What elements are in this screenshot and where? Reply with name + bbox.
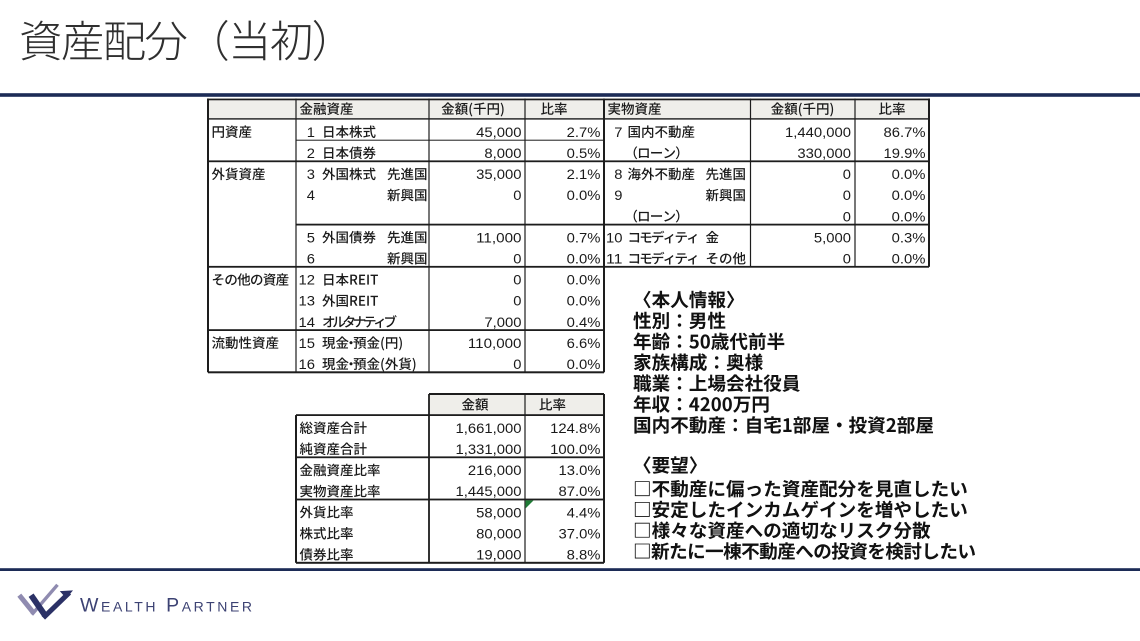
svg-text:2.1%: 2.1%	[567, 166, 601, 182]
svg-text:11: 11	[606, 251, 623, 267]
svg-text:0: 0	[843, 251, 851, 267]
svg-text:0.0%: 0.0%	[567, 251, 601, 267]
svg-text:0.0%: 0.0%	[892, 187, 926, 203]
svg-text:0.7%: 0.7%	[567, 229, 601, 245]
svg-text:2: 2	[307, 145, 315, 161]
svg-text:12: 12	[299, 272, 316, 288]
svg-text:100.0%: 100.0%	[550, 441, 600, 457]
svg-text:0.0%: 0.0%	[567, 272, 601, 288]
svg-text:13: 13	[299, 293, 316, 309]
svg-text:11,000: 11,000	[476, 229, 522, 245]
svg-text:216,000: 216,000	[468, 462, 522, 478]
svg-text:0.3%: 0.3%	[892, 229, 926, 245]
svg-text:5,000: 5,000	[814, 229, 851, 245]
svg-text:8: 8	[614, 166, 622, 182]
svg-text:3: 3	[307, 166, 315, 182]
svg-text:19,000: 19,000	[476, 547, 522, 563]
svg-text:37.0%: 37.0%	[559, 525, 601, 541]
svg-text:7: 7	[614, 124, 622, 140]
svg-text:1,445,000: 1,445,000	[456, 483, 522, 499]
svg-text:0.0%: 0.0%	[567, 293, 601, 309]
svg-text:0.0%: 0.0%	[892, 208, 926, 224]
svg-text:58,000: 58,000	[476, 504, 522, 520]
svg-text:9: 9	[614, 187, 622, 203]
svg-text:1,661,000: 1,661,000	[456, 420, 522, 436]
svg-text:86.7%: 86.7%	[884, 124, 926, 140]
svg-text:19.9%: 19.9%	[884, 145, 926, 161]
svg-text:124.8%: 124.8%	[550, 420, 600, 436]
svg-text:1,331,000: 1,331,000	[456, 441, 522, 457]
svg-text:0: 0	[843, 187, 851, 203]
svg-text:110,000: 110,000	[468, 335, 522, 351]
svg-text:0: 0	[513, 356, 521, 372]
svg-text:87.0%: 87.0%	[559, 483, 601, 499]
svg-text:0.0%: 0.0%	[567, 187, 601, 203]
svg-text:0.0%: 0.0%	[567, 356, 601, 372]
svg-text:Wealth Partner: Wealth Partner	[80, 595, 255, 617]
svg-text:4.4%: 4.4%	[567, 504, 601, 520]
svg-text:15: 15	[299, 335, 316, 351]
svg-text:4: 4	[307, 187, 315, 203]
svg-text:0: 0	[513, 187, 521, 203]
svg-text:2.7%: 2.7%	[567, 124, 601, 140]
svg-text:8,000: 8,000	[484, 145, 521, 161]
svg-text:330,000: 330,000	[797, 145, 851, 161]
svg-text:35,000: 35,000	[476, 166, 522, 182]
svg-text:0: 0	[513, 272, 521, 288]
svg-text:0: 0	[513, 293, 521, 309]
svg-text:0: 0	[843, 208, 851, 224]
svg-text:0.4%: 0.4%	[567, 314, 601, 330]
svg-text:10: 10	[606, 229, 623, 245]
svg-text:0.0%: 0.0%	[892, 251, 926, 267]
svg-text:5: 5	[307, 229, 315, 245]
svg-text:45,000: 45,000	[476, 124, 522, 140]
svg-text:0: 0	[513, 251, 521, 267]
svg-text:0.0%: 0.0%	[892, 166, 926, 182]
svg-text:13.0%: 13.0%	[559, 462, 601, 478]
svg-text:6.6%: 6.6%	[567, 335, 601, 351]
svg-text:1,440,000: 1,440,000	[785, 124, 851, 140]
svg-text:6: 6	[307, 251, 315, 267]
svg-text:0.5%: 0.5%	[567, 145, 601, 161]
svg-text:14: 14	[299, 314, 316, 330]
svg-text:1: 1	[307, 124, 315, 140]
svg-text:16: 16	[299, 356, 316, 372]
svg-text:0: 0	[843, 166, 851, 182]
svg-text:7,000: 7,000	[484, 314, 521, 330]
svg-text:80,000: 80,000	[476, 525, 522, 541]
svg-text:8.8%: 8.8%	[567, 547, 601, 563]
